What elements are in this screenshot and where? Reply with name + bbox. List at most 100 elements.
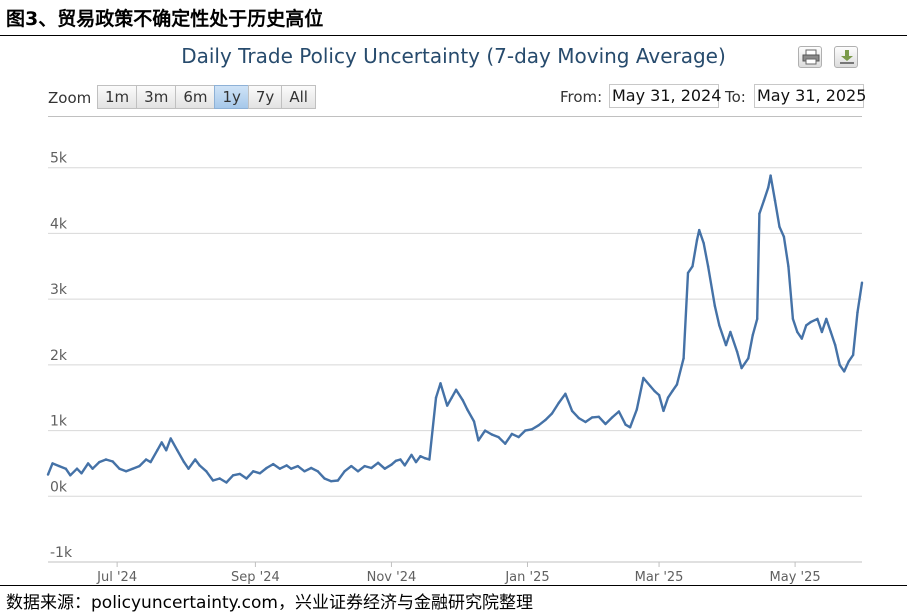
series-point: [466, 408, 469, 411]
series-point: [336, 479, 340, 482]
series-point: [403, 464, 406, 467]
series-point: [245, 477, 248, 480]
series-point: [735, 350, 739, 353]
series-point: [604, 422, 607, 426]
series-point: [278, 467, 282, 470]
series-point: [149, 460, 152, 464]
series-point: [410, 453, 413, 457]
series-point: [439, 382, 442, 385]
series-point: [497, 435, 500, 439]
series-point: [450, 396, 453, 399]
series-point: [557, 401, 560, 405]
series-point: [69, 474, 72, 477]
series-point: [182, 460, 186, 464]
figure-bottom-rule: [0, 585, 907, 586]
series-point: [399, 458, 402, 461]
series-point: [414, 460, 418, 464]
series-point: [642, 376, 645, 380]
range-from-label: From:: [560, 88, 603, 106]
x-axis: Jul '24 Sep '24 Nov '24 Jan '25 Mar '25 May '…: [96, 562, 821, 585]
figure-source: 数据来源：policyuncertainty.com，兴业证券经济与金融研究院整…: [6, 593, 533, 613]
figure-top-rule: [0, 35, 907, 36]
series-point: [847, 360, 850, 363]
x-tick-label: Jan '25: [504, 570, 549, 585]
series-point: [394, 459, 398, 462]
series-point: [477, 439, 480, 442]
series-point: [834, 343, 837, 347]
series-point: [194, 458, 197, 461]
series-point: [316, 470, 319, 473]
series-point: [653, 389, 656, 393]
series-point: [225, 481, 228, 484]
zoom-button-6m[interactable]: 6m: [175, 85, 216, 109]
download-icon: [840, 50, 854, 64]
series-point: [265, 466, 268, 470]
download-button[interactable]: [834, 46, 858, 68]
series-point: [544, 418, 547, 422]
series-point: [611, 416, 614, 419]
print-icon: [802, 49, 820, 65]
series-point: [211, 479, 215, 482]
series-point: [390, 463, 393, 466]
series-point: [843, 370, 846, 373]
series-point: [860, 281, 864, 284]
series-point: [446, 404, 449, 407]
series-point: [454, 388, 458, 391]
series-point: [272, 462, 275, 466]
series-point: [796, 330, 799, 334]
series-point: [58, 464, 61, 468]
series-point: [98, 460, 101, 464]
series-point: [787, 265, 790, 268]
series-point: [330, 480, 333, 483]
range-from-input[interactable]: May 31, 2024: [609, 84, 721, 108]
series-point: [64, 467, 68, 470]
series-point: [671, 389, 674, 393]
series-point: [816, 317, 819, 321]
series-point: [323, 477, 326, 480]
series-point: [252, 470, 255, 473]
x-tick-label: Mar '25: [635, 570, 684, 585]
print-button[interactable]: [798, 46, 822, 68]
series-point: [778, 225, 781, 229]
series-point: [285, 464, 288, 467]
series-point: [504, 442, 507, 445]
y-tick-label: -1k: [50, 545, 73, 561]
series-point: [782, 235, 786, 238]
series-point: [91, 467, 94, 470]
series-point: [238, 472, 241, 476]
series-point: [376, 461, 380, 464]
y-tick-label: 2k: [50, 348, 68, 364]
range-to-input[interactable]: May 31, 2025: [754, 84, 866, 108]
zoom-button-group: 1m 3m 6m 1y 7y All: [97, 85, 316, 109]
series-point: [751, 334, 754, 337]
series-point: [138, 464, 141, 468]
y-tick-label: 4k: [50, 216, 68, 232]
series-point: [472, 420, 476, 423]
figure-title: 图3、贸易政策不确定性处于历史高位: [6, 8, 324, 30]
series-point: [160, 441, 163, 444]
series-line: [46, 174, 864, 484]
series-point: [104, 458, 108, 461]
y-axis: -1k 0k 1k 2k 3k 4k 5k: [50, 151, 73, 561]
series-point: [713, 304, 716, 307]
series-point: [617, 410, 621, 413]
series-point: [363, 464, 366, 468]
series-point: [756, 317, 759, 321]
zoom-button-all[interactable]: All: [281, 85, 316, 109]
series-point: [423, 457, 427, 460]
series-point: [218, 477, 221, 480]
series-point: [80, 472, 83, 475]
range-to-label: To:: [725, 88, 746, 106]
series-point: [419, 455, 422, 458]
series-point: [628, 426, 632, 429]
series-point: [597, 415, 600, 418]
series-point: [564, 392, 567, 395]
series-point: [370, 466, 373, 470]
series-point: [483, 429, 487, 432]
series-point: [800, 337, 803, 340]
series-point: [537, 424, 540, 427]
series-point: [124, 470, 128, 473]
series-point: [706, 265, 710, 268]
series-point: [51, 462, 54, 465]
series-point: [635, 408, 638, 411]
